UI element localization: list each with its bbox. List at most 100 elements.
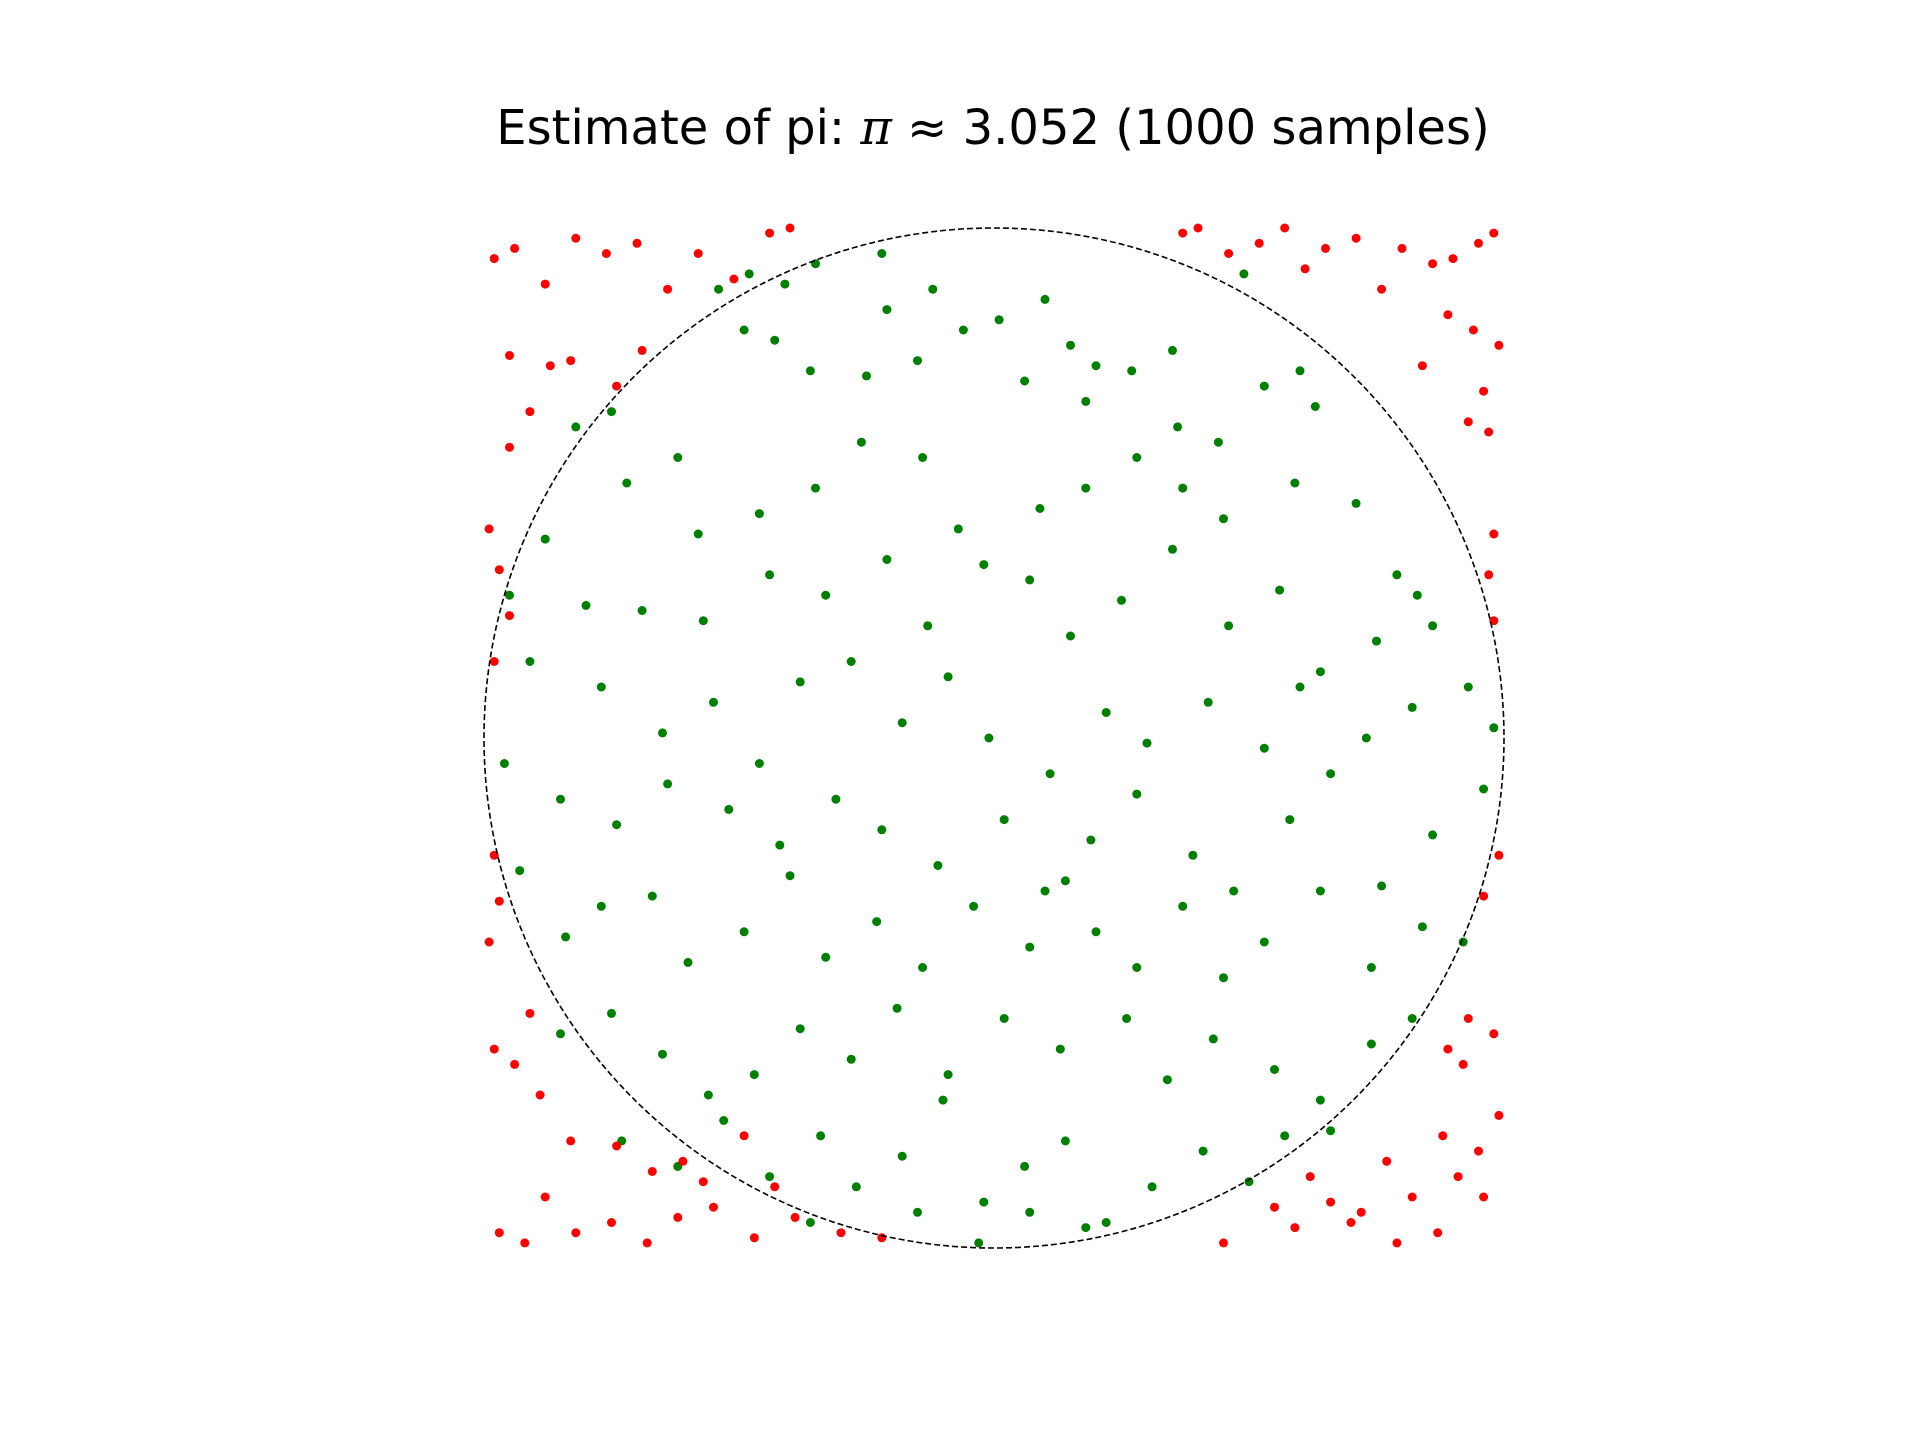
inside-sample-point	[1361, 733, 1371, 743]
inside-sample-point	[1132, 453, 1142, 462]
inside-sample-point	[1417, 922, 1427, 932]
inside-sample-point	[846, 657, 856, 666]
inside-sample-point	[698, 616, 708, 626]
outside-sample-point	[1489, 228, 1499, 238]
inside-sample-point	[658, 1049, 667, 1059]
outside-sample-point	[607, 1218, 616, 1227]
inside-sample-point	[683, 957, 693, 967]
inside-sample-point	[1290, 478, 1300, 488]
inside-sample-point	[765, 570, 775, 580]
inside-sample-point	[1489, 723, 1499, 733]
outside-sample-point	[709, 1202, 718, 1212]
outside-sample-point	[489, 657, 499, 666]
inside-sample-point	[913, 356, 922, 366]
inside-sample-point	[1463, 682, 1473, 692]
inside-sample-point	[739, 927, 749, 937]
inside-sample-point	[1086, 835, 1096, 845]
outside-sample-point	[1346, 1218, 1356, 1227]
inside-sample-point	[1040, 886, 1050, 896]
outside-sample-point	[1494, 1110, 1504, 1120]
inside-sample-point	[596, 901, 606, 911]
outside-sample-point	[729, 274, 739, 284]
inside-sample-point	[1168, 345, 1177, 355]
outside-sample-point	[678, 1156, 688, 1166]
outside-sample-point	[489, 1044, 499, 1054]
inside-sample-point	[821, 590, 831, 600]
inside-sample-point	[984, 733, 994, 743]
outside-sample-point	[612, 1141, 622, 1151]
outside-sample-point	[545, 361, 555, 371]
outside-sample-point	[739, 1131, 749, 1141]
outside-sample-point	[770, 1182, 780, 1192]
inside-sample-point	[1377, 881, 1387, 891]
inside-sample-point	[1101, 708, 1111, 717]
inside-sample-point	[1147, 1182, 1157, 1192]
pi-symbol: π	[860, 100, 892, 156]
inside-sample-point	[571, 422, 581, 432]
inside-sample-point	[785, 871, 795, 881]
inside-sample-point	[739, 325, 749, 335]
inside-sample-point	[882, 305, 892, 315]
inside-sample-point	[1178, 901, 1188, 911]
inside-sample-point	[999, 815, 1009, 825]
inside-sample-point	[1091, 361, 1101, 371]
inside-sample-point	[1127, 366, 1137, 376]
inside-sample-point	[1285, 815, 1295, 825]
outside-sample-point	[1443, 310, 1453, 320]
inside-sample-point	[719, 1116, 729, 1125]
inside-sample-point	[1198, 1146, 1208, 1156]
inside-sample-point	[969, 901, 979, 911]
outside-sample-point	[1224, 249, 1234, 258]
outside-sample-point	[1474, 238, 1483, 248]
inside-sample-point	[607, 407, 616, 417]
outside-sample-point	[1458, 1059, 1468, 1069]
inside-sample-point	[872, 917, 882, 927]
inside-sample-point	[979, 1197, 989, 1207]
outside-sample-point	[1463, 1014, 1473, 1023]
outside-sample-point	[1193, 223, 1203, 233]
inside-sample-point	[561, 932, 571, 942]
inside-sample-point	[1081, 396, 1091, 406]
inside-sample-point	[805, 1218, 815, 1227]
outside-sample-point	[484, 937, 494, 947]
inside-sample-point	[999, 1014, 1009, 1023]
inside-sample-point	[897, 1151, 907, 1161]
outside-sample-point	[1178, 228, 1188, 238]
outside-points-series	[484, 223, 1504, 1248]
inside-sample-point	[1219, 973, 1228, 983]
outside-sample-point	[1254, 238, 1264, 248]
inside-sample-point	[1040, 294, 1050, 304]
inside-sample-point	[811, 483, 820, 493]
inside-sample-point	[994, 315, 1004, 325]
inside-sample-point	[1055, 1044, 1065, 1054]
inside-sample-point	[515, 866, 525, 876]
title-prefix: Estimate of pi:	[496, 100, 861, 156]
inside-sample-point	[953, 524, 963, 534]
outside-sample-point	[571, 233, 581, 243]
outside-sample-point	[1433, 1228, 1443, 1238]
outside-sample-point	[790, 1212, 800, 1222]
outside-sample-point	[1392, 1238, 1402, 1248]
inside-sample-point	[877, 825, 887, 835]
outside-sample-point	[494, 1228, 504, 1238]
inside-sample-point	[1366, 963, 1376, 972]
inside-sample-point	[754, 759, 764, 768]
inside-sample-point	[693, 529, 703, 539]
outside-sample-point	[698, 1177, 708, 1187]
inside-sample-point	[1366, 1039, 1376, 1049]
outside-sample-point	[1438, 1131, 1448, 1141]
inside-sample-point	[1081, 483, 1091, 493]
outside-sample-point	[1356, 1207, 1366, 1217]
outside-sample-point	[494, 896, 504, 906]
inside-sample-point	[1315, 1095, 1325, 1105]
inside-sample-point	[1239, 269, 1249, 279]
inside-sample-point	[1162, 1075, 1172, 1085]
outside-sample-point	[494, 565, 504, 575]
outside-sample-point	[642, 1238, 652, 1248]
inside-sample-point	[1326, 769, 1336, 779]
outside-sample-point	[877, 1233, 887, 1243]
inside-sample-point	[979, 560, 989, 570]
inside-sample-point	[974, 1238, 984, 1248]
inside-sample-point	[1224, 621, 1234, 631]
inside-sample-point	[1407, 702, 1417, 712]
